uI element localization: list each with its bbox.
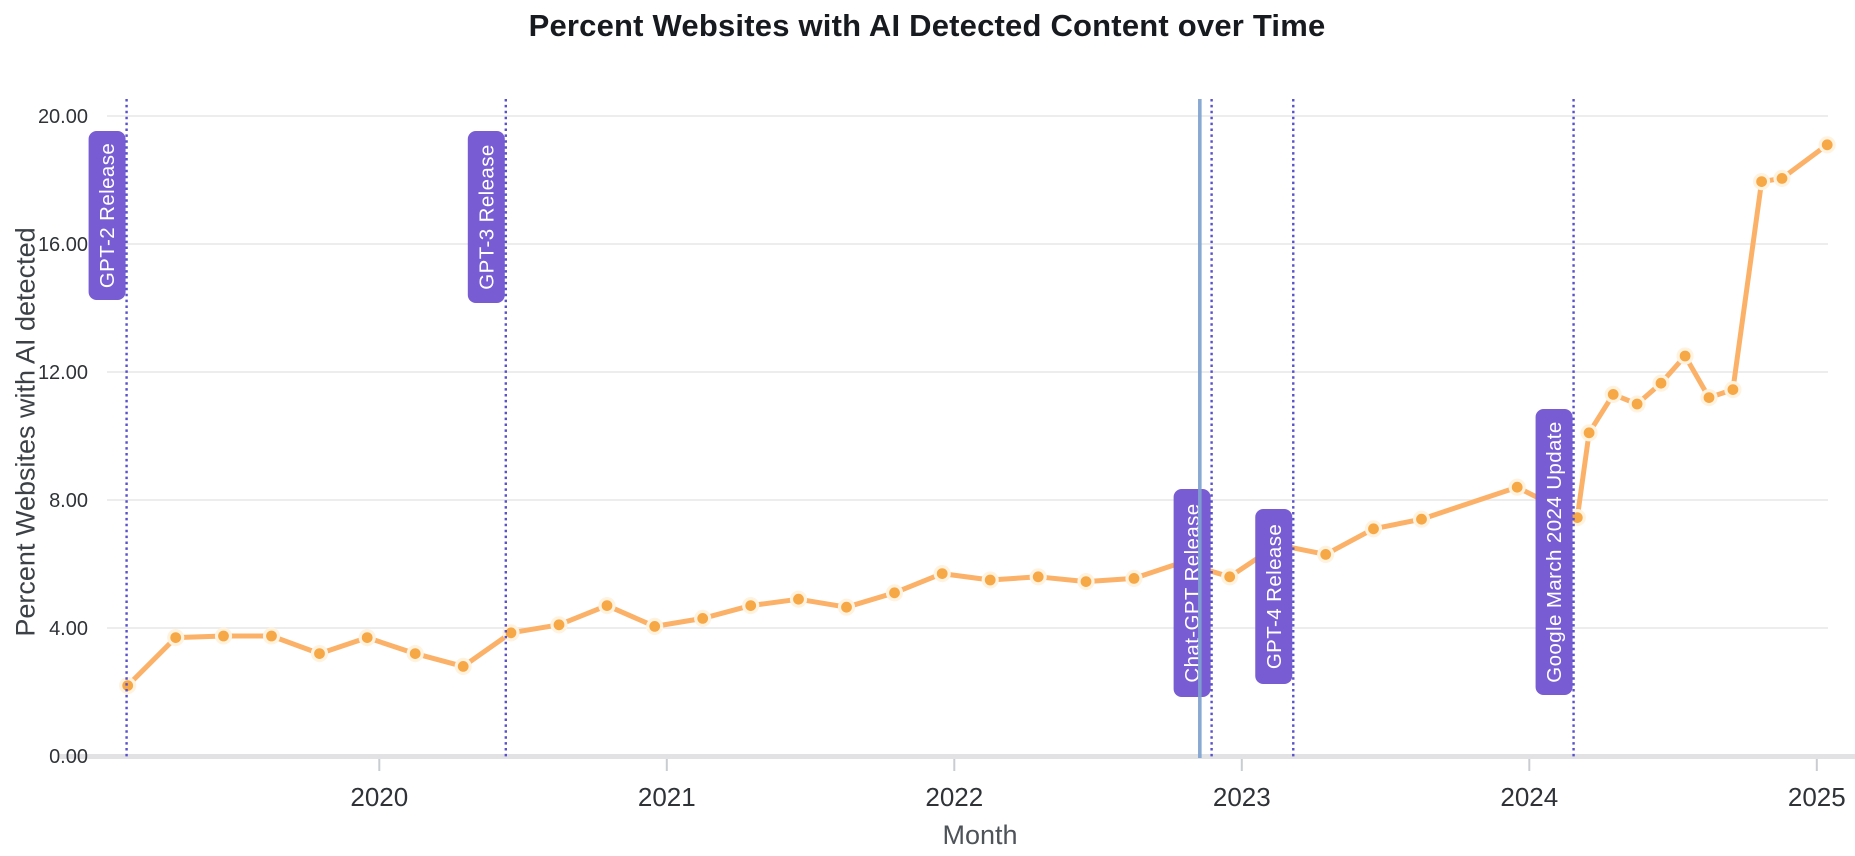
data-point-marker[interactable] <box>1364 520 1383 538</box>
data-point-marker[interactable] <box>1125 569 1143 588</box>
data-point-marker[interactable] <box>358 628 376 647</box>
chart-title: Percent Websites with AI Detected Conten… <box>528 8 1326 43</box>
data-point-marker[interactable] <box>214 627 233 645</box>
annotation-badge-gpt-3-release: GPT-3 Release <box>467 131 505 303</box>
data-point-marker[interactable] <box>1818 136 1836 154</box>
data-point-marker[interactable] <box>646 617 664 636</box>
badge-background <box>88 131 126 300</box>
y-tick-label: 0.00 <box>49 746 88 768</box>
y-tick-label: 16.00 <box>38 234 88 256</box>
data-point-marker[interactable] <box>1773 169 1791 187</box>
data-point-marker[interactable] <box>1628 395 1646 413</box>
data-point-marker[interactable] <box>789 590 808 608</box>
y-tick-label: 4.00 <box>49 618 88 640</box>
data-point-marker[interactable] <box>981 571 999 589</box>
x-tick-label: 2020 <box>350 782 408 812</box>
data-point-marker[interactable] <box>933 564 951 583</box>
x-tick-label: 2023 <box>1213 782 1271 812</box>
x-tick-label: 2025 <box>1788 782 1846 812</box>
data-point-marker[interactable] <box>1580 424 1598 442</box>
data-point-marker[interactable] <box>1412 510 1431 528</box>
data-series <box>119 136 1836 695</box>
y-tick-label: 12.00 <box>38 362 88 384</box>
badge-label: GPT-2 Release <box>96 143 119 288</box>
badge-label: GPT-3 Release <box>475 144 498 289</box>
data-point-marker[interactable] <box>1604 385 1622 403</box>
data-point-marker[interactable] <box>1317 545 1335 564</box>
badge-background <box>1535 409 1573 695</box>
x-tick-label: 2022 <box>925 782 983 812</box>
y-tick-label: 8.00 <box>49 490 88 512</box>
data-point-marker[interactable] <box>167 628 185 647</box>
data-point-marker[interactable] <box>742 596 760 615</box>
badge-label: Google March 2024 Update <box>1543 421 1566 682</box>
annotation-badge-gpt-2-release: GPT-2 Release <box>88 131 126 300</box>
data-point-marker[interactable] <box>1676 347 1694 365</box>
x-axis-ticks: 2020 2021 2022 2023 2024 2025 <box>350 759 1846 812</box>
data-point-marker[interactable] <box>885 584 904 602</box>
data-point-marker[interactable] <box>262 627 281 645</box>
annotation-badge-gpt-4-release: GPT-4 Release <box>1255 509 1293 684</box>
data-point-marker[interactable] <box>1724 381 1742 399</box>
data-point-marker[interactable] <box>454 657 472 676</box>
data-point-marker[interactable] <box>598 596 616 615</box>
x-axis-title: Month <box>942 820 1018 850</box>
badge-background <box>1255 509 1293 684</box>
annotation-lines <box>125 99 1575 758</box>
annotation-badge-chat-gpt-release: Chat-GPT Release <box>1173 489 1211 697</box>
data-point-marker[interactable] <box>550 616 568 634</box>
x-tick-label: 2024 <box>1500 782 1558 812</box>
data-point-marker[interactable] <box>310 644 329 663</box>
y-tick-label: 20.00 <box>38 106 88 128</box>
data-point-marker[interactable] <box>1700 389 1718 407</box>
data-point-marker[interactable] <box>502 624 520 642</box>
y-axis-labels: 0.00 4.00 8.00 12.00 16.00 20.00 <box>38 106 88 768</box>
data-point-marker[interactable] <box>1221 568 1239 586</box>
badge-label: GPT-4 Release <box>1263 524 1286 669</box>
data-point-marker[interactable] <box>1752 173 1771 191</box>
data-point-marker[interactable] <box>1029 568 1047 586</box>
x-tick-label: 2021 <box>638 782 696 812</box>
data-point-marker[interactable] <box>694 609 712 628</box>
data-point-marker[interactable] <box>1508 478 1526 496</box>
annotation-badge-google-march-2024-update: Google March 2024 Update <box>1535 409 1573 695</box>
data-point-marker[interactable] <box>406 644 424 663</box>
data-point-marker[interactable] <box>837 598 856 616</box>
badge-background <box>467 131 505 303</box>
series-line <box>125 142 1830 689</box>
data-point-marker[interactable] <box>1652 374 1670 392</box>
data-point-marker[interactable] <box>1077 572 1095 591</box>
